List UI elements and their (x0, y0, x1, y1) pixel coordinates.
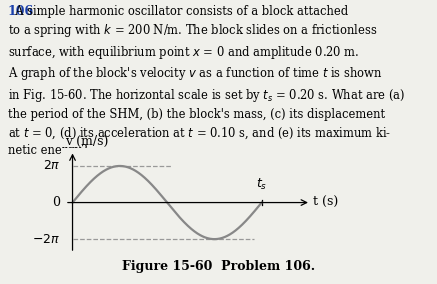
Text: Figure 15-60  Problem 106.: Figure 15-60 Problem 106. (122, 260, 315, 273)
Text: 0: 0 (52, 196, 60, 209)
Text: v (m/s): v (m/s) (65, 135, 108, 149)
Text: $t_s$: $t_s$ (256, 176, 267, 192)
Text: $2\pi$: $2\pi$ (42, 160, 60, 172)
Text: 106: 106 (8, 5, 34, 18)
Text: t (s): t (s) (313, 196, 338, 209)
Text: $-2\pi$: $-2\pi$ (32, 233, 60, 246)
Text: A simple harmonic oscillator consists of a block attached
to a spring with $k$ =: A simple harmonic oscillator consists of… (8, 5, 405, 157)
